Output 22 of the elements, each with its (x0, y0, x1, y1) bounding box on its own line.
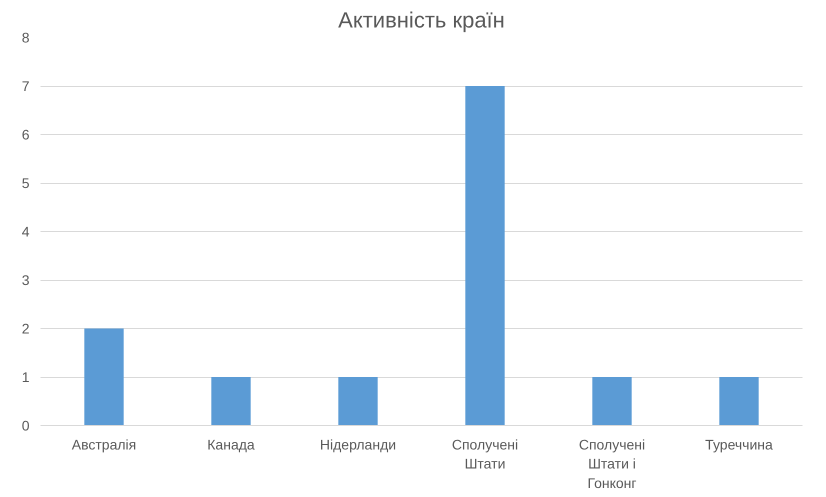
x-tick-label: Канада (207, 436, 255, 452)
bar (592, 377, 632, 426)
bar (211, 377, 251, 426)
x-tick-label: Нідерланди (320, 436, 396, 452)
x-tick-label: Сполучені Штати і Гонконг (578, 436, 646, 491)
y-tick-label: 7 (22, 78, 30, 94)
x-tick-label: Туреччина (705, 436, 774, 452)
y-tick-label: 2 (22, 320, 30, 336)
bar (719, 377, 759, 426)
y-tick-label: 1 (22, 369, 30, 385)
bar (465, 86, 505, 426)
x-tick-label: Австралія (72, 436, 136, 452)
y-tick-label: 3 (22, 272, 30, 288)
bar (338, 377, 378, 426)
x-tick-label: Сполучені Штати (452, 436, 518, 472)
y-tick-label: 5 (22, 175, 30, 191)
bar (84, 328, 124, 426)
y-tick-label: 0 (22, 418, 30, 434)
y-tick-label: 8 (22, 30, 30, 46)
y-tick-label: 6 (22, 126, 30, 142)
y-tick-label: 4 (22, 224, 30, 240)
chart-title: Активність країн (338, 8, 505, 32)
